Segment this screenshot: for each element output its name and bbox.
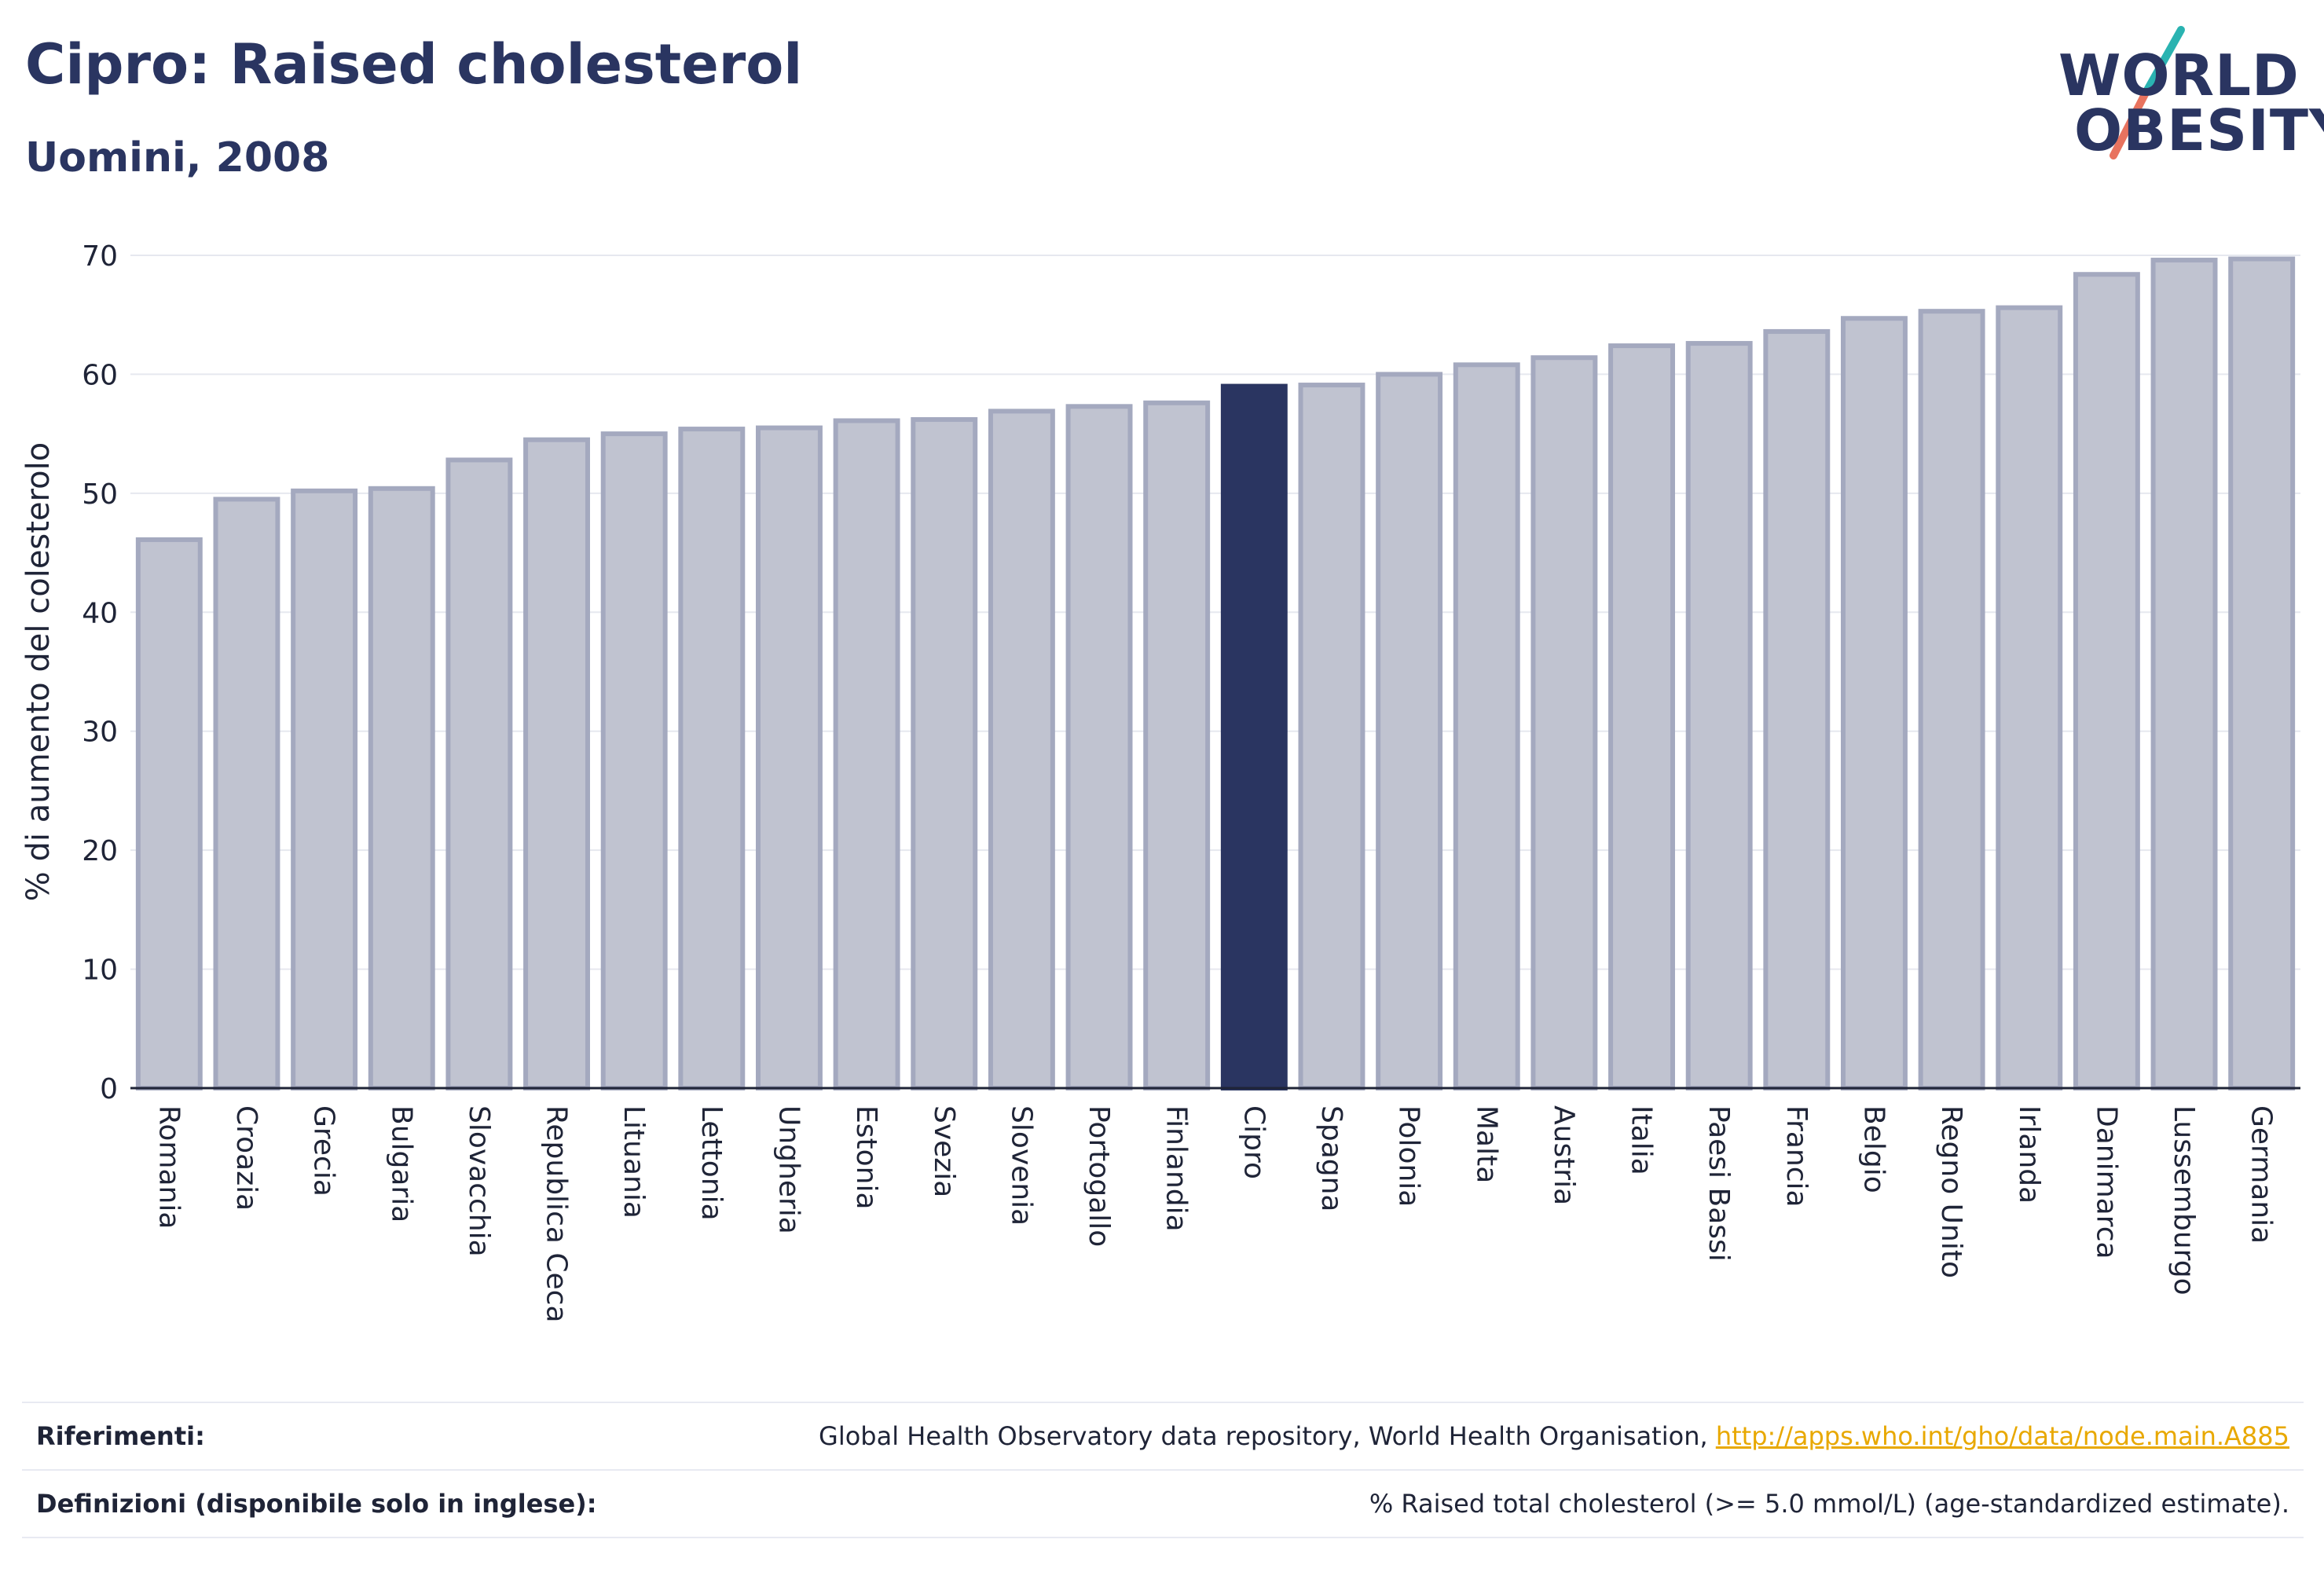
- bars: [135, 256, 2296, 1091]
- definition-text: % Raised total cholesterol (>= 5.0 mmol/…: [1369, 1489, 2289, 1519]
- bar-paesi-bassi: [1685, 341, 1753, 1091]
- bar-germania: [2228, 256, 2296, 1091]
- x-tick-label: Austria: [1548, 1105, 1580, 1205]
- logo-word-obesity: OBESITY: [2074, 97, 2324, 163]
- x-tick-label: Polonia: [1393, 1105, 1425, 1207]
- bar-croazia: [213, 497, 280, 1090]
- x-tick-label: Slovacchia: [463, 1105, 495, 1257]
- bar-svezia: [911, 416, 978, 1090]
- bar-estonia: [833, 418, 900, 1090]
- logo-slash-icon: [2110, 26, 2185, 159]
- references-table: Riferimenti: Global Health Observatory d…: [22, 1402, 2304, 1538]
- x-tick-label: Irlanda: [2013, 1105, 2045, 1204]
- bar-belgio: [1841, 316, 1908, 1090]
- x-tick-label: Germania: [2245, 1105, 2278, 1244]
- reference-value: Global Health Observatory data repositor…: [819, 1421, 2304, 1451]
- x-tick-label: Regno Unito: [1935, 1105, 1967, 1278]
- x-tick-label: Croazia: [230, 1105, 262, 1211]
- axes: 0 10 20 30 40 50 60 70 Romania Croazia Grecia Bulga…: [82, 240, 2300, 1323]
- bar-romania: [135, 537, 203, 1090]
- y-tick-label: 30: [82, 717, 118, 749]
- x-tick-label: Lituania: [618, 1105, 650, 1219]
- bar-regno-unito: [1918, 309, 1985, 1090]
- x-tick-label: Cipro: [1237, 1105, 1270, 1179]
- reference-label: Riferimenti:: [36, 1421, 205, 1451]
- x-tick-label: Danimarca: [2090, 1105, 2122, 1259]
- definition-label: Definizioni (disponibile solo in inglese…: [36, 1489, 597, 1519]
- bar-finlandia: [1143, 400, 1211, 1090]
- bar-polonia: [1376, 372, 1443, 1090]
- x-tick-label: Lettonia: [695, 1105, 728, 1221]
- bar-bulgaria: [368, 486, 435, 1090]
- bar-slovacchia: [445, 457, 513, 1090]
- x-tick-label: Malta: [1470, 1105, 1502, 1183]
- x-tick-label: Svezia: [928, 1105, 960, 1197]
- bar-lussemburgo: [2150, 258, 2218, 1091]
- x-tick-label: Italia: [1626, 1105, 1658, 1175]
- x-tick-label: Portogallo: [1083, 1105, 1115, 1247]
- x-tick-label: Belgio: [1857, 1105, 1890, 1193]
- bar-lettonia: [678, 427, 746, 1091]
- definition-row: Definizioni (disponibile solo in inglese…: [22, 1469, 2304, 1538]
- bar-spagna: [1298, 383, 1365, 1091]
- bar-chart: 0 10 20 30 40 50 60 70 Romania Croazia Grecia Bulga…: [20, 240, 2300, 1323]
- y-tick-label: 10: [82, 955, 118, 987]
- bar-francia: [1763, 328, 1831, 1090]
- bar-danimarca: [2073, 272, 2140, 1091]
- world-obesity-logo: WORLD OBESITY: [2043, 24, 2324, 165]
- x-tick-label: Francia: [1780, 1105, 1813, 1208]
- x-tick-label: Spagna: [1315, 1105, 1347, 1212]
- x-tick-label: Grecia: [308, 1105, 340, 1197]
- bar-irlanda: [1996, 305, 2063, 1090]
- bar-slovenia: [988, 409, 1055, 1091]
- x-tick-label: Bulgaria: [385, 1105, 417, 1222]
- reference-text: Global Health Observatory data repositor…: [819, 1421, 1716, 1451]
- x-tick-label: Republica Ceca: [541, 1105, 573, 1323]
- bar-italia: [1608, 343, 1675, 1091]
- y-tick-label: 50: [82, 478, 118, 511]
- x-tick-label: Slovenia: [1005, 1105, 1037, 1226]
- logo-word-world: WORLD: [2058, 42, 2300, 108]
- y-tick-label: 60: [82, 359, 118, 391]
- reference-link[interactable]: http://apps.who.int/gho/data/node.main.A…: [1715, 1421, 2289, 1451]
- chart-subtitle: Uomini, 2008: [25, 134, 330, 181]
- bar-malta: [1453, 362, 1520, 1091]
- bar-austria: [1530, 355, 1598, 1090]
- bar-grecia: [291, 488, 358, 1091]
- x-tick-label: Lussemburgo: [2168, 1105, 2200, 1296]
- x-tick-label: Ungheria: [772, 1105, 805, 1234]
- y-tick-label: 20: [82, 835, 118, 867]
- chart-title: Cipro: Raised cholesterol: [25, 32, 803, 97]
- y-axis-label: % di aumento del colesterolo: [20, 442, 57, 901]
- bar-ungheria: [756, 425, 823, 1091]
- bar-republica-ceca: [523, 437, 590, 1090]
- x-tick-label: Estonia: [850, 1105, 882, 1210]
- x-tick-label: Finlandia: [1160, 1105, 1193, 1232]
- y-tick-label: 0: [100, 1073, 118, 1105]
- bar-lituania: [600, 431, 668, 1090]
- bar-portogallo: [1065, 404, 1133, 1091]
- reference-row: Riferimenti: Global Health Observatory d…: [22, 1402, 2304, 1469]
- y-tick-label: 70: [82, 240, 118, 273]
- bar-cipro: [1220, 383, 1288, 1091]
- x-tick-label: Paesi Bassi: [1703, 1105, 1735, 1262]
- y-tick-label: 40: [82, 597, 118, 629]
- x-tick-label: Romania: [152, 1105, 185, 1229]
